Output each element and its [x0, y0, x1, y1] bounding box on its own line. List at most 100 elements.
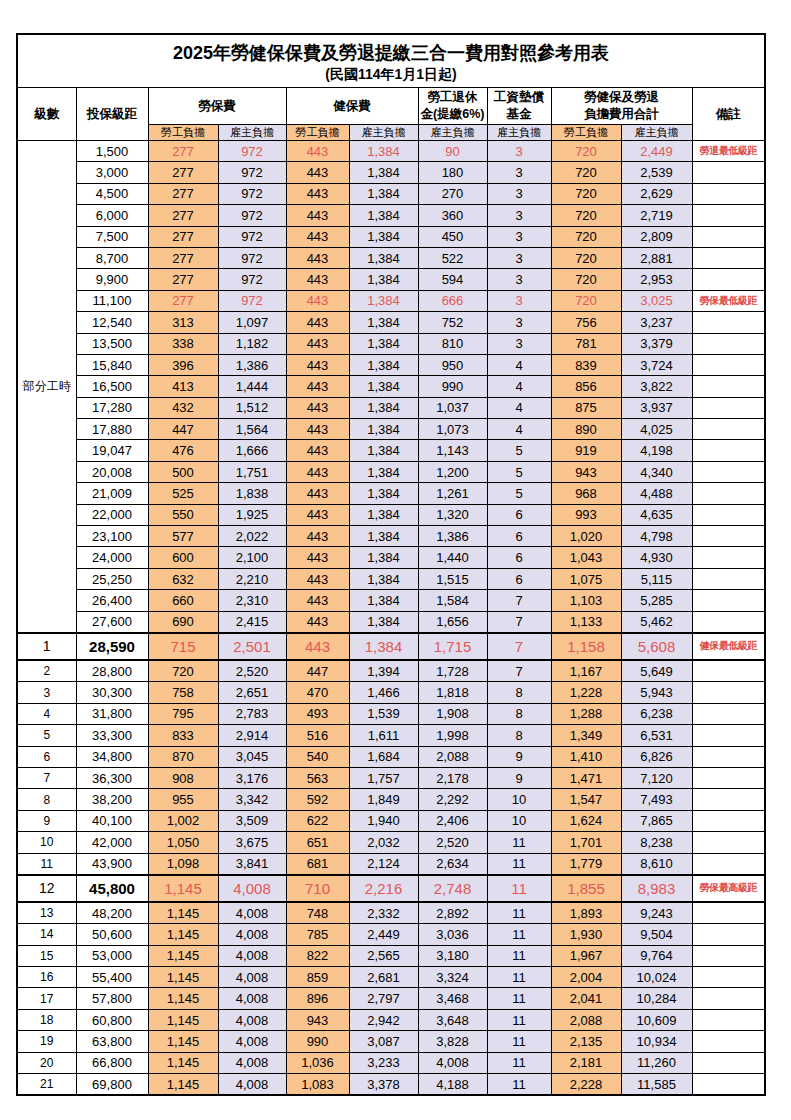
value-cell: 1,967 — [551, 945, 621, 966]
value-cell: 1,908 — [418, 703, 487, 724]
value-cell: 1,757 — [349, 767, 418, 788]
value-cell: 2,181 — [551, 1052, 621, 1073]
value-cell: 1,384 — [349, 483, 418, 504]
table-row: 3,0002779724431,38418037202,539 — [17, 162, 765, 183]
value-cell: 4,008 — [218, 924, 286, 945]
value-cell: 9 — [487, 746, 551, 767]
table-row: 634,8008703,0455401,6842,08891,4106,826 — [17, 746, 765, 767]
value-cell: 5,285 — [621, 590, 692, 611]
value-cell: 715 — [148, 633, 218, 660]
value-cell: 10 — [487, 810, 551, 831]
value-cell: 11 — [487, 945, 551, 966]
table-row: 22,0005501,9254431,3841,32069934,635 — [17, 504, 765, 525]
value-cell: 313 — [148, 312, 218, 333]
value-cell: 443 — [286, 397, 349, 418]
value-cell: 1,145 — [148, 1074, 218, 1096]
value-cell: 10,024 — [621, 967, 692, 988]
value-cell: 720 — [551, 205, 621, 226]
value-cell: 993 — [551, 504, 621, 525]
value-cell: 2,809 — [621, 226, 692, 247]
value-cell: 3,036 — [418, 924, 487, 945]
value-cell: 1,715 — [418, 633, 487, 660]
level-cell: 3 — [17, 682, 76, 703]
value-cell: 2,022 — [218, 526, 286, 547]
value-cell: 522 — [418, 247, 487, 268]
value-cell: 758 — [148, 682, 218, 703]
note-cell — [692, 590, 765, 611]
salary-bracket-cell: 36,300 — [76, 767, 148, 788]
value-cell: 443 — [286, 568, 349, 589]
value-cell: 968 — [551, 483, 621, 504]
table-row: 16,5004131,4444431,38499048563,822 — [17, 376, 765, 397]
salary-bracket-cell: 28,590 — [76, 633, 148, 660]
value-cell: 8,238 — [621, 832, 692, 853]
note-cell: 勞保最低級距 — [692, 290, 765, 311]
note-cell: 健保最低級距 — [692, 633, 765, 660]
value-cell: 8,983 — [621, 875, 692, 902]
value-cell: 11,260 — [621, 1052, 692, 1073]
value-cell: 3,324 — [418, 967, 487, 988]
value-cell: 1,440 — [418, 547, 487, 568]
salary-bracket-cell: 1,500 — [76, 141, 148, 162]
value-cell: 2,942 — [349, 1009, 418, 1030]
value-cell: 5 — [487, 461, 551, 482]
value-cell: 4,188 — [418, 1074, 487, 1096]
value-cell: 3,841 — [218, 853, 286, 875]
value-cell: 443 — [286, 162, 349, 183]
value-cell: 875 — [551, 397, 621, 418]
value-cell: 443 — [286, 290, 349, 311]
value-cell: 4,488 — [621, 483, 692, 504]
salary-bracket-cell: 50,600 — [76, 924, 148, 945]
value-cell: 6,531 — [621, 725, 692, 746]
value-cell: 277 — [148, 205, 218, 226]
value-cell: 1,200 — [418, 461, 487, 482]
salary-bracket-cell: 22,000 — [76, 504, 148, 525]
value-cell: 8 — [487, 725, 551, 746]
value-cell: 3 — [487, 226, 551, 247]
value-cell: 5 — [487, 440, 551, 461]
value-cell: 7,493 — [621, 789, 692, 810]
value-cell: 2,449 — [621, 141, 692, 162]
value-cell: 690 — [148, 611, 218, 633]
table-row: 2066,8001,1454,0081,0363,2334,008112,181… — [17, 1052, 765, 1073]
value-cell: 1,073 — [418, 419, 487, 440]
value-cell: 4 — [487, 354, 551, 375]
salary-bracket-cell: 20,008 — [76, 461, 148, 482]
value-cell: 277 — [148, 269, 218, 290]
value-cell: 277 — [148, 226, 218, 247]
value-cell: 3 — [487, 162, 551, 183]
header-pension: 勞工退休 金(提繳6%) — [418, 88, 487, 125]
value-cell: 1,133 — [551, 611, 621, 633]
level-cell: 19 — [17, 1031, 76, 1052]
value-cell: 1,002 — [148, 810, 218, 831]
value-cell: 277 — [148, 247, 218, 268]
value-cell: 1,145 — [148, 967, 218, 988]
value-cell: 1,103 — [551, 590, 621, 611]
value-cell: 500 — [148, 461, 218, 482]
value-cell: 11 — [487, 1074, 551, 1096]
level-cell: 18 — [17, 1009, 76, 1030]
value-cell: 3,724 — [621, 354, 692, 375]
value-cell: 443 — [286, 141, 349, 162]
value-cell: 1,471 — [551, 767, 621, 788]
value-cell: 1,838 — [218, 483, 286, 504]
value-cell: 4,025 — [621, 419, 692, 440]
value-cell: 1,564 — [218, 419, 286, 440]
value-cell: 11 — [487, 1009, 551, 1030]
value-cell: 11 — [487, 924, 551, 945]
value-cell: 2,520 — [218, 660, 286, 682]
value-cell: 4,798 — [621, 526, 692, 547]
note-cell — [692, 967, 765, 988]
value-cell: 972 — [218, 141, 286, 162]
value-cell: 1,158 — [551, 633, 621, 660]
value-cell: 2,032 — [349, 832, 418, 853]
value-cell: 2,088 — [551, 1009, 621, 1030]
table-row: 23,1005772,0224431,3841,38661,0204,798 — [17, 526, 765, 547]
value-cell: 2,124 — [349, 853, 418, 875]
value-cell: 972 — [218, 183, 286, 204]
value-cell: 1,624 — [551, 810, 621, 831]
value-cell: 443 — [286, 312, 349, 333]
value-cell: 1,145 — [148, 875, 218, 902]
value-cell: 2,004 — [551, 967, 621, 988]
value-cell: 1,384 — [349, 205, 418, 226]
